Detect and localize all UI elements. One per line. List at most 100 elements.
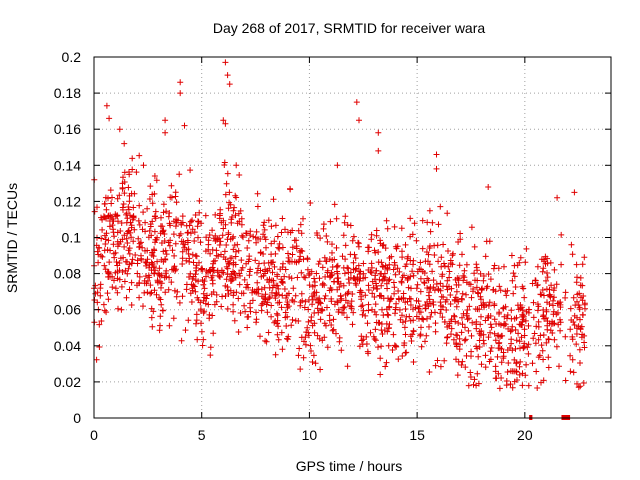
data-point — [576, 346, 583, 353]
data-point — [581, 254, 588, 261]
data-point-spike — [433, 151, 440, 158]
data-point — [200, 297, 207, 304]
data-point — [456, 262, 463, 269]
data-point — [257, 267, 264, 274]
data-point — [104, 246, 111, 253]
data-point — [157, 313, 164, 320]
data-point — [285, 229, 291, 236]
data-point — [337, 292, 344, 299]
data-point — [243, 230, 250, 237]
data-point — [297, 366, 304, 373]
data-point — [194, 336, 201, 343]
data-point — [279, 215, 286, 222]
data-point — [390, 266, 397, 273]
data-point — [276, 245, 283, 252]
data-point — [540, 377, 547, 384]
data-point — [350, 266, 357, 273]
data-point — [244, 314, 251, 320]
data-point — [557, 316, 563, 323]
data-point — [495, 333, 502, 339]
data-point — [450, 250, 456, 257]
data-point — [395, 288, 402, 294]
data-point — [444, 324, 451, 330]
data-point — [98, 252, 104, 259]
data-point — [492, 375, 499, 382]
data-point — [187, 290, 194, 297]
data-point — [114, 289, 121, 296]
data-point — [160, 209, 167, 216]
data-point — [417, 332, 424, 339]
data-point — [126, 198, 133, 205]
x-axis-label: GPS time / hours — [296, 458, 403, 474]
data-point — [190, 259, 197, 266]
data-point — [125, 265, 132, 272]
data-point — [270, 196, 277, 203]
data-point — [464, 316, 471, 323]
plot-frame — [93, 56, 612, 419]
data-point — [474, 289, 481, 296]
data-point — [151, 173, 158, 179]
data-point — [218, 303, 225, 310]
data-point — [573, 261, 580, 268]
data-point — [260, 222, 267, 229]
data-point — [171, 252, 178, 259]
data-point — [96, 344, 103, 350]
data-point — [486, 358, 493, 365]
data-point — [407, 302, 414, 308]
data-point — [192, 252, 199, 259]
data-point — [212, 211, 219, 218]
data-point — [312, 360, 319, 367]
data-point — [397, 316, 404, 323]
data-point — [227, 255, 234, 262]
data-point — [473, 321, 480, 328]
data-point — [426, 369, 433, 375]
data-point — [156, 271, 163, 278]
data-point — [279, 280, 286, 286]
data-point — [298, 269, 305, 276]
data-point — [443, 283, 450, 290]
data-point — [391, 284, 398, 291]
data-point — [468, 294, 475, 301]
data-point — [230, 246, 237, 253]
data-point — [417, 288, 424, 295]
data-point — [228, 276, 235, 282]
data-point — [478, 287, 485, 293]
data-point — [407, 273, 414, 280]
data-point — [296, 257, 303, 263]
data-point — [525, 322, 532, 329]
data-point — [190, 273, 197, 280]
data-point — [444, 286, 451, 293]
data-point — [216, 272, 222, 279]
data-point — [307, 342, 314, 349]
data-point — [473, 343, 480, 350]
data-point — [497, 287, 504, 294]
data-point — [192, 212, 199, 218]
data-point — [424, 275, 431, 282]
data-point — [525, 341, 532, 348]
data-point — [178, 238, 185, 245]
data-point-spike — [287, 185, 293, 192]
data-point — [116, 267, 123, 274]
data-point — [544, 274, 551, 281]
data-point — [158, 301, 165, 308]
data-point — [144, 247, 151, 254]
data-point — [292, 292, 299, 299]
data-point — [365, 301, 372, 308]
data-point — [402, 241, 409, 248]
data-point — [432, 328, 439, 335]
data-point — [509, 323, 516, 330]
data-point — [98, 235, 105, 242]
data-point — [263, 244, 269, 251]
data-point — [293, 237, 300, 244]
data-point — [226, 260, 233, 267]
data-point — [407, 296, 414, 302]
data-point — [360, 260, 367, 267]
data-point — [142, 219, 149, 226]
data-point — [235, 295, 242, 302]
data-point — [214, 269, 221, 276]
data-point — [437, 310, 444, 317]
data-point — [518, 334, 525, 341]
data-point — [500, 353, 507, 360]
data-point — [487, 329, 494, 336]
data-point — [426, 289, 433, 296]
